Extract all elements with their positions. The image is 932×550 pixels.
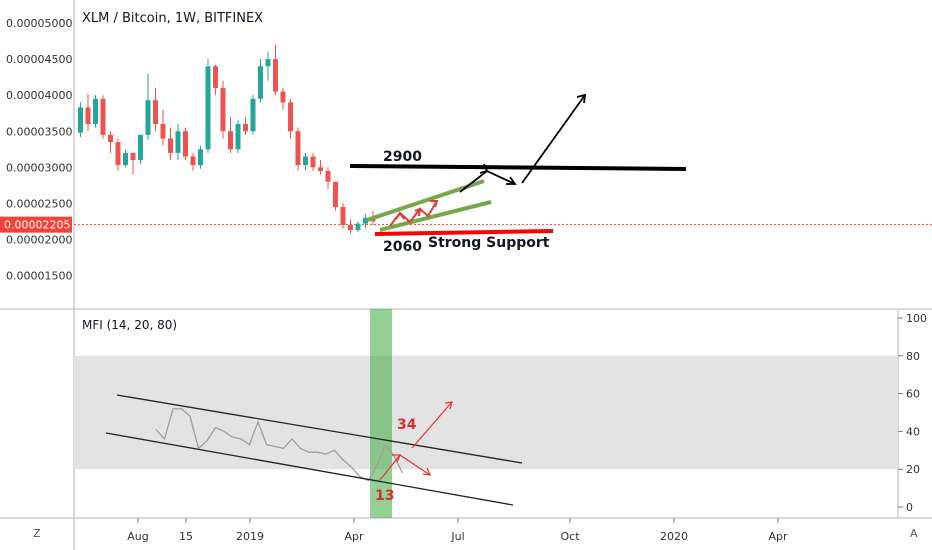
price-tick-label: 0.00003000 — [6, 161, 72, 174]
mfi-band — [74, 355, 898, 470]
resistance-label: 2900 — [383, 149, 422, 165]
time-tick-label: Aug — [127, 530, 148, 543]
time-tick-label: 2020 — [660, 530, 688, 543]
price-tick-label: 0.00001500 — [6, 270, 72, 283]
candle-body — [153, 100, 158, 125]
mfi-tick-label: 100 — [906, 312, 927, 325]
price-tick-label: 0.00004000 — [6, 89, 72, 102]
candle-body — [115, 142, 121, 166]
price-axis[interactable]: 0.00005000 0.00004500 0.00004000 0.00003500… — [6, 17, 72, 283]
projection-arrows — [459, 93, 587, 193]
candle-body — [228, 131, 233, 150]
candle-body — [273, 59, 278, 92]
time-axis[interactable]: Aug 15 2019 Apr Jul Oct 2020 Apr — [127, 518, 788, 543]
candle-body — [243, 124, 248, 132]
mfi-channel-lower[interactable] — [105, 432, 514, 506]
candle-body — [288, 102, 293, 132]
candle-body — [355, 223, 361, 231]
time-tick-label: Apr — [344, 530, 364, 543]
candle-body — [220, 87, 226, 132]
candle-body — [138, 134, 143, 161]
red-zigzag-arrows — [389, 200, 439, 227]
candle-body — [333, 181, 338, 207]
price-pane[interactable] — [74, 0, 898, 308]
candle-body — [198, 149, 203, 166]
candle-body — [250, 98, 256, 132]
candle-body — [145, 100, 151, 135]
time-tick-label: Oct — [560, 530, 580, 543]
candle-body — [93, 98, 98, 125]
candle-body — [175, 131, 181, 153]
support-line[interactable] — [374, 229, 554, 236]
time-tick-label: 2019 — [236, 530, 264, 543]
candle-body — [160, 124, 166, 139]
candle-body — [325, 170, 331, 182]
candle-body — [123, 152, 128, 166]
zoom-button[interactable]: Z — [33, 527, 41, 540]
mfi-indicator-label[interactable]: MFI (14, 20, 80) — [82, 318, 177, 332]
candle-body — [190, 156, 196, 166]
candle-body — [168, 138, 173, 153]
candle-body — [235, 124, 241, 150]
chart-title: XLM / Bitcoin, 1W, BITFINEX — [82, 11, 263, 26]
mfi-red-arrows — [379, 401, 453, 481]
mfi-annotation-upper: 34 — [397, 417, 417, 433]
candle-body — [340, 207, 346, 226]
price-tick-label: 0.00002000 — [6, 233, 72, 246]
candle-body — [78, 107, 83, 133]
highlight-column — [370, 309, 392, 518]
candle-body — [258, 66, 263, 99]
price-tick-label: 0.00002500 — [6, 197, 72, 210]
candle-body — [363, 217, 368, 224]
candle-body — [130, 152, 136, 161]
current-price-label: 0.00002205 — [4, 219, 70, 232]
candle-body — [303, 156, 308, 166]
mfi-channel-upper[interactable] — [116, 394, 523, 464]
candle-body — [310, 156, 316, 168]
support-label: 2060 — [383, 239, 422, 255]
candle-body — [85, 107, 91, 125]
time-tick-label: Jul — [450, 530, 464, 543]
mfi-axis[interactable]: 100 80 60 40 20 0 — [898, 312, 927, 514]
candle-body — [348, 225, 353, 231]
mfi-tick-label: 20 — [906, 463, 920, 476]
candlestick-series — [78, 44, 376, 234]
candle-body — [205, 66, 211, 150]
mfi-tick-label: 60 — [906, 388, 920, 401]
time-tick-label: Apr — [768, 530, 788, 543]
candle-body — [100, 98, 106, 135]
candle-body — [265, 59, 271, 67]
price-tick-label: 0.00004500 — [6, 53, 72, 66]
mfi-tick-label: 0 — [906, 501, 913, 514]
candle-body — [213, 66, 218, 88]
resistance-line[interactable] — [349, 164, 687, 171]
current-price-label-bg — [0, 216, 72, 233]
support-text: Strong Support — [428, 235, 550, 251]
candle-body — [318, 167, 323, 171]
mfi-tick-label: 80 — [906, 350, 920, 363]
channel-lower-line[interactable] — [379, 200, 492, 232]
price-tick-label: 0.00003500 — [6, 125, 72, 138]
mfi-series-line — [155, 408, 404, 482]
price-tick-label: 0.00005000 — [6, 17, 72, 30]
time-tick-label: 15 — [179, 530, 193, 543]
mfi-annotation-lower: 13 — [375, 488, 394, 504]
mfi-tick-label: 40 — [906, 425, 920, 438]
auto-scale-button[interactable]: A — [910, 527, 918, 540]
candle-body — [183, 131, 188, 157]
candle-body — [295, 131, 301, 166]
candle-body — [108, 134, 113, 143]
candle-body — [280, 91, 286, 103]
